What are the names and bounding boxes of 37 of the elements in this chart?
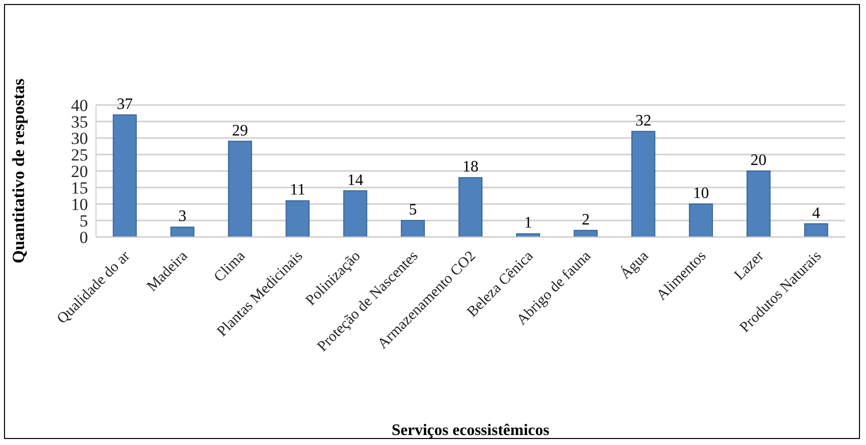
y-tick-label: 35 <box>71 112 88 132</box>
bar <box>804 223 828 237</box>
data-label: 32 <box>635 112 652 130</box>
data-label: 4 <box>812 204 820 222</box>
bar <box>458 177 482 237</box>
data-label: 11 <box>290 182 306 199</box>
y-tick-label: 5 <box>80 212 88 231</box>
data-label: 20 <box>750 152 767 169</box>
bar <box>688 204 713 237</box>
bar <box>516 233 540 237</box>
y-tick-label: 20 <box>71 162 88 182</box>
bar <box>746 170 771 237</box>
bar <box>112 114 137 237</box>
data-label: 14 <box>347 172 364 189</box>
bar <box>631 130 656 237</box>
data-label: 1 <box>524 214 532 232</box>
data-label: 3 <box>178 208 186 226</box>
y-tick-label: 0 <box>80 228 88 248</box>
bar <box>400 220 425 237</box>
y-tick-label: 40 <box>71 96 88 116</box>
bar <box>574 230 598 237</box>
data-label: 10 <box>692 185 709 202</box>
data-label: 29 <box>232 122 248 140</box>
data-label: 18 <box>462 158 478 176</box>
bar <box>228 140 252 237</box>
y-tick-label: 25 <box>71 146 88 165</box>
bar <box>286 200 310 237</box>
y-tick-label: 15 <box>71 178 88 198</box>
bar <box>343 190 368 237</box>
y-tick-label: 30 <box>71 129 88 148</box>
bar <box>170 226 194 237</box>
data-label: 37 <box>116 96 133 113</box>
data-label: 5 <box>408 202 417 218</box>
x-axis-title: Serviços ecossistêmicos <box>392 422 550 439</box>
y-axis-title: Quantitativo de respostas <box>9 78 28 264</box>
y-tick-label: 10 <box>71 195 88 214</box>
data-label: 2 <box>582 211 590 228</box>
